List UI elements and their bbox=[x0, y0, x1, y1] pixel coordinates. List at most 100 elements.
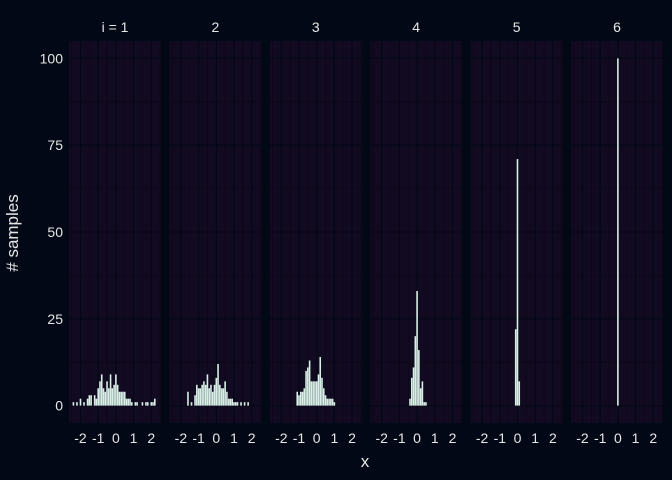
histogram-bar bbox=[100, 374, 103, 406]
histogram-bar bbox=[208, 388, 211, 406]
histogram-bar bbox=[229, 398, 232, 406]
x-tick-label: 2 bbox=[649, 430, 657, 446]
histogram-bar bbox=[301, 391, 304, 406]
histogram-bar bbox=[125, 398, 128, 406]
histogram-bar bbox=[314, 381, 316, 406]
x-tick-label: -2 bbox=[476, 430, 489, 446]
histogram-bar bbox=[196, 384, 198, 406]
histogram-bar bbox=[233, 402, 235, 406]
x-tick-label: 1 bbox=[130, 430, 138, 446]
histogram-bar bbox=[298, 395, 300, 406]
histogram-bar bbox=[104, 391, 107, 406]
histogram-bar bbox=[136, 402, 138, 406]
histogram-bar bbox=[227, 398, 230, 406]
histogram-bar bbox=[418, 350, 420, 406]
histogram-bar bbox=[145, 402, 147, 406]
histogram-bar bbox=[412, 367, 415, 406]
histogram-bar bbox=[120, 391, 122, 406]
histogram-bar bbox=[146, 402, 149, 406]
histogram-bar bbox=[226, 391, 228, 406]
histogram-bar bbox=[617, 58, 619, 406]
y-tick-label: 100 bbox=[40, 50, 64, 66]
histogram-bar bbox=[421, 381, 424, 406]
histogram-bar bbox=[247, 402, 249, 406]
histogram-bar bbox=[123, 391, 126, 406]
x-tick-label: -1 bbox=[594, 430, 607, 446]
histogram-bar bbox=[134, 402, 137, 406]
histogram-bar bbox=[307, 367, 309, 406]
x-tick-label: 2 bbox=[248, 430, 256, 446]
histogram-bar bbox=[514, 329, 517, 406]
x-tick-label: 1 bbox=[330, 430, 338, 446]
x-tick-label: 2 bbox=[549, 430, 557, 446]
x-tick-label: -1 bbox=[92, 430, 105, 446]
histogram-bar bbox=[328, 398, 330, 406]
histogram-bar bbox=[236, 402, 239, 406]
histogram-bar bbox=[409, 398, 411, 406]
y-tick-label: 50 bbox=[47, 224, 63, 240]
histogram-bar bbox=[425, 402, 427, 406]
x-tick-label: -1 bbox=[393, 430, 406, 446]
histogram-bar bbox=[308, 360, 311, 406]
facet-strip-label: 2 bbox=[212, 19, 220, 35]
histogram-bar bbox=[224, 381, 226, 406]
histogram-bar bbox=[154, 398, 156, 406]
histogram-bar bbox=[416, 291, 418, 406]
histogram-bar bbox=[76, 402, 78, 406]
y-axis: 0 25 50 75 100 bbox=[40, 50, 64, 413]
x-tick-label: -1 bbox=[494, 430, 507, 446]
histogram-bar bbox=[331, 398, 334, 406]
facet-strip-label: 6 bbox=[613, 19, 621, 35]
x-tick-label: 2 bbox=[348, 430, 356, 446]
histogram-bar bbox=[303, 388, 306, 406]
x-tick-label: -2 bbox=[375, 430, 388, 446]
histogram-bar bbox=[199, 388, 202, 406]
histogram-bar bbox=[240, 402, 242, 406]
facet-strip-label: 5 bbox=[513, 19, 521, 35]
histogram-bar bbox=[305, 370, 307, 406]
x-tick-label: 2 bbox=[449, 430, 457, 446]
x-tick-label: 1 bbox=[431, 430, 439, 446]
facet-panel: 6 -2 -1 0 1 2 bbox=[571, 19, 663, 446]
histogram-bar bbox=[419, 388, 422, 406]
histogram-bar bbox=[330, 398, 332, 406]
x-tick-label: 0 bbox=[614, 430, 622, 446]
histogram-bar bbox=[518, 381, 521, 406]
histogram-bar bbox=[95, 398, 98, 406]
histogram-bar bbox=[190, 402, 193, 406]
histogram-bar bbox=[333, 402, 336, 406]
histogram-bar bbox=[131, 402, 133, 406]
histogram-bar bbox=[319, 357, 322, 406]
histogram-bar bbox=[222, 388, 225, 406]
histogram-bar bbox=[215, 377, 218, 406]
histogram-bar bbox=[410, 377, 413, 406]
histogram-bar bbox=[197, 388, 200, 406]
histogram-bar bbox=[116, 384, 119, 406]
histogram-bar bbox=[414, 336, 417, 406]
histogram-bar bbox=[322, 388, 325, 406]
histogram-bar bbox=[220, 388, 223, 406]
histogram-bar bbox=[310, 381, 313, 406]
y-tick-label: 25 bbox=[47, 311, 63, 327]
x-tick-label: 0 bbox=[313, 430, 321, 446]
histogram-bar bbox=[211, 391, 214, 406]
histogram-bar bbox=[296, 391, 299, 406]
x-tick-label: 0 bbox=[413, 430, 421, 446]
histogram-bar bbox=[108, 388, 110, 406]
histogram-bar bbox=[83, 402, 85, 406]
histogram-bar bbox=[90, 395, 92, 406]
histogram-bar bbox=[423, 402, 425, 406]
histogram-bar bbox=[79, 398, 82, 406]
x-tick-label: -1 bbox=[293, 430, 306, 446]
x-tick-label: 0 bbox=[212, 430, 220, 446]
histogram-bar bbox=[122, 391, 124, 406]
histogram-bar bbox=[206, 374, 209, 406]
histogram-bar bbox=[231, 398, 234, 406]
x-tick-label: 0 bbox=[112, 430, 120, 446]
histogram-bar bbox=[234, 402, 237, 406]
facet-strip-label: 4 bbox=[412, 19, 420, 35]
histogram-bar bbox=[324, 395, 327, 406]
x-tick-label: -2 bbox=[175, 430, 188, 446]
histogram-bar bbox=[217, 363, 219, 406]
histogram-bar bbox=[118, 391, 121, 406]
